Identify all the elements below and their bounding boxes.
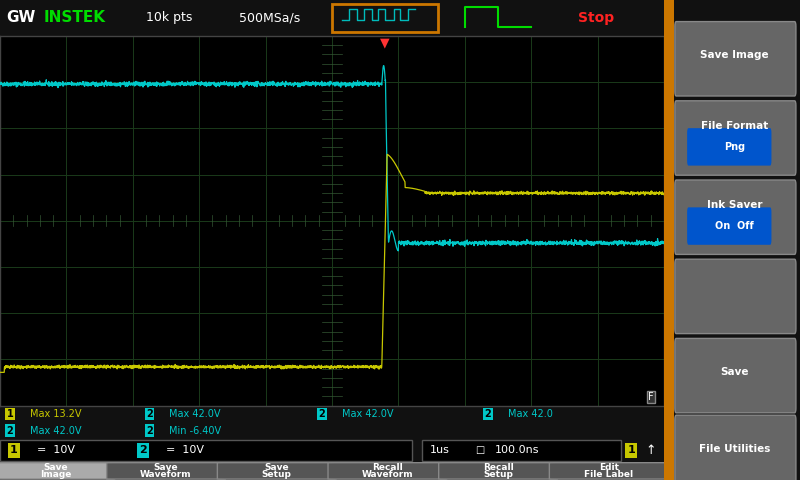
Text: Edit: Edit (598, 463, 618, 472)
Text: Save: Save (721, 367, 749, 377)
Text: Stop: Stop (578, 11, 614, 25)
Text: Save Image: Save Image (701, 50, 769, 60)
FancyBboxPatch shape (664, 0, 674, 480)
Text: 2: 2 (146, 426, 153, 436)
Text: =  10V: = 10V (37, 445, 74, 456)
Text: ▼: ▼ (380, 36, 390, 49)
Text: Waveform: Waveform (140, 470, 192, 479)
Text: Setup: Setup (262, 470, 292, 479)
FancyBboxPatch shape (550, 463, 668, 479)
FancyBboxPatch shape (687, 128, 771, 166)
Text: F: F (649, 392, 654, 402)
FancyBboxPatch shape (0, 440, 412, 461)
Text: File Label: File Label (584, 470, 634, 479)
Text: □: □ (474, 445, 484, 456)
Text: Image: Image (40, 470, 71, 479)
Text: Waveform: Waveform (362, 470, 413, 479)
Text: 2: 2 (6, 426, 14, 436)
Text: =  10V: = 10V (166, 445, 204, 456)
FancyBboxPatch shape (675, 259, 796, 334)
Text: 2: 2 (485, 409, 491, 419)
Text: File Utilities: File Utilities (699, 444, 770, 454)
Text: INSTEK: INSTEK (43, 11, 105, 25)
FancyBboxPatch shape (0, 463, 114, 479)
Text: 1us: 1us (430, 445, 450, 456)
FancyBboxPatch shape (422, 440, 621, 461)
Text: 100.0ns: 100.0ns (494, 445, 539, 456)
Text: Save: Save (43, 463, 68, 472)
Text: Min -6.40V: Min -6.40V (170, 426, 222, 436)
Text: File Format: File Format (701, 121, 768, 131)
FancyBboxPatch shape (218, 463, 336, 479)
Text: Save: Save (264, 463, 289, 472)
Text: Ink Saver: Ink Saver (707, 200, 762, 210)
Text: ↑: ↑ (646, 444, 656, 457)
FancyBboxPatch shape (675, 338, 796, 413)
Text: 2: 2 (146, 409, 153, 419)
Text: 500MSa/s: 500MSa/s (239, 12, 300, 24)
Text: On  Off: On Off (715, 221, 754, 231)
Text: 1: 1 (6, 409, 14, 419)
FancyBboxPatch shape (106, 463, 226, 479)
Text: Max 42.0V: Max 42.0V (30, 426, 82, 436)
Text: Save: Save (154, 463, 178, 472)
FancyBboxPatch shape (675, 415, 796, 480)
FancyBboxPatch shape (438, 463, 558, 479)
Text: 10k pts: 10k pts (146, 12, 193, 24)
Text: Recall: Recall (482, 463, 514, 472)
FancyBboxPatch shape (675, 22, 796, 96)
Text: Max 42.0V: Max 42.0V (342, 409, 394, 419)
Text: GW: GW (6, 11, 36, 25)
Text: 2: 2 (139, 445, 147, 456)
Text: Recall: Recall (372, 463, 402, 472)
FancyBboxPatch shape (687, 207, 771, 245)
Text: Max 42.0: Max 42.0 (508, 409, 553, 419)
Text: Png: Png (724, 142, 746, 152)
FancyBboxPatch shape (328, 463, 446, 479)
Text: Setup: Setup (483, 470, 513, 479)
FancyBboxPatch shape (332, 4, 438, 33)
Text: 1: 1 (627, 445, 635, 456)
Text: Max 13.2V: Max 13.2V (30, 409, 82, 419)
Text: 2: 2 (318, 409, 326, 419)
FancyBboxPatch shape (675, 180, 796, 254)
FancyBboxPatch shape (675, 101, 796, 175)
Text: Max 42.0V: Max 42.0V (170, 409, 221, 419)
Text: 1: 1 (10, 445, 18, 456)
